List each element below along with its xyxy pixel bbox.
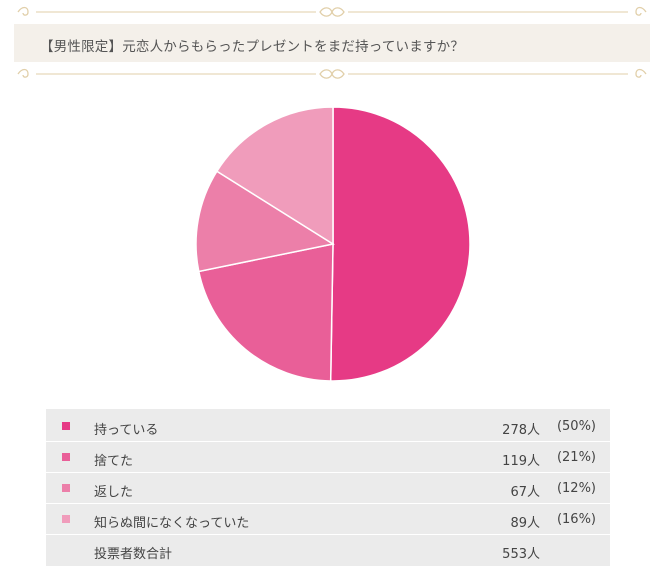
legend-row: 捨てた 119人 (21%) <box>46 442 610 473</box>
pie-chart <box>193 104 473 384</box>
legend-label: 知らぬ間になくなっていた <box>94 516 250 531</box>
total-label: 投票者数合計 <box>94 547 173 562</box>
pie-slice-1 <box>329 106 471 382</box>
total-count: 553人 <box>502 547 540 562</box>
legend-percent: (12%) <box>556 481 596 496</box>
legend-percent: (16%) <box>556 512 596 527</box>
legend-label: 持っている <box>94 423 159 438</box>
legend-table: 持っている 278人 (50%) 捨てた 119人 (21%) 返した 67人 … <box>46 409 610 566</box>
legend-count: 67人 <box>510 485 540 500</box>
legend-label: 捨てた <box>94 454 134 469</box>
question-title-box: 【男性限定】元恋人からもらったプレゼントをまだ持っていますか？ <box>14 24 650 62</box>
legend-swatch <box>62 484 70 492</box>
legend-swatch <box>62 515 70 523</box>
pie-chart-svg <box>195 106 471 382</box>
legend-label: 返した <box>94 485 134 500</box>
bottom-ornament <box>14 67 650 81</box>
legend-count: 119人 <box>502 454 540 469</box>
pie-slice-3 <box>195 170 335 273</box>
total-row: 投票者数合計 553人 <box>46 535 610 566</box>
legend-row: 持っている 278人 (50%) <box>46 411 610 442</box>
legend-count: 278人 <box>502 423 540 438</box>
legend-swatch <box>62 422 70 430</box>
legend-row: 知らぬ間になくなっていた 89人 (16%) <box>46 504 610 535</box>
legend-percent: (50%) <box>556 419 596 434</box>
pie-slice-4 <box>215 106 334 246</box>
legend-count: 89人 <box>510 516 540 531</box>
legend-swatch <box>62 453 70 461</box>
legend-percent: (21%) <box>556 450 596 465</box>
top-ornament <box>14 5 650 19</box>
legend-row: 返した 67人 (12%) <box>46 473 610 504</box>
pie-slice-2 <box>197 243 334 382</box>
question-title: 【男性限定】元恋人からもらったプレゼントをまだ持っていますか？ <box>40 39 465 55</box>
